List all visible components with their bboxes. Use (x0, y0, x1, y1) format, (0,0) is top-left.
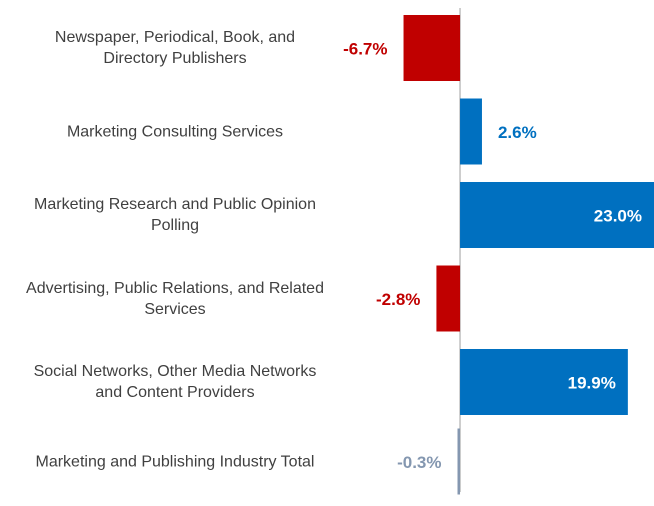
value-label: -2.8% (376, 290, 420, 309)
category-label: Marketing and Publishing Industry Total (35, 453, 315, 470)
category-label: Social Networks, Other Media Networks an… (33, 363, 317, 401)
bar (460, 182, 654, 248)
bar (436, 265, 461, 332)
bar (403, 15, 461, 81)
category-label: Advertising, Public Relations, and Relat… (26, 279, 324, 318)
category-label: Marketing Research and Public Opinion Po… (34, 196, 316, 234)
bar (457, 428, 461, 495)
value-label: -6.7% (343, 39, 387, 58)
bar (460, 98, 482, 165)
bar (460, 349, 628, 415)
value-label: 2.6% (498, 123, 537, 142)
value-label: -0.3% (397, 453, 441, 472)
value-label: 19.9% (568, 373, 616, 392)
category-label: Newspaper, Periodical, Book, and Directo… (54, 29, 296, 67)
value-label: 23.0% (594, 206, 642, 225)
category-label: Marketing Consulting Services (66, 123, 284, 140)
